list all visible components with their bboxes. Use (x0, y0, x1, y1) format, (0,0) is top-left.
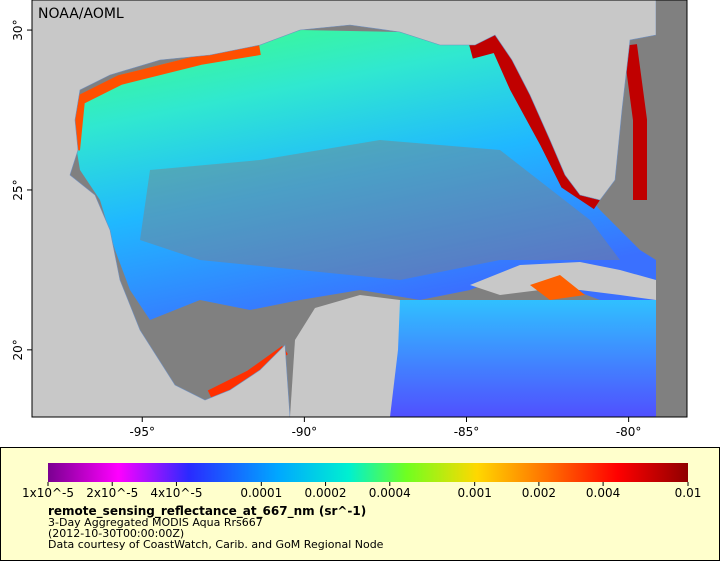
colorbar-tick-label: 4x10^-5 (150, 486, 202, 500)
coastal-band (623, 44, 647, 200)
caption-line: Data courtesy of CoastWatch, Carib. and … (48, 538, 384, 551)
colorbar-tick-label: 0.002 (522, 486, 556, 500)
carib-data (390, 300, 656, 417)
coastal-band (70, 45, 261, 151)
gulf-data (70, 30, 656, 320)
land (32, 0, 657, 417)
colorbar (48, 463, 688, 482)
y-tick-label: 30° (11, 19, 25, 40)
cloud-gap (140, 140, 620, 280)
colorbar-tick-label: 0.004 (586, 486, 620, 500)
map-frame (31, 0, 688, 418)
caption-line: (2012-10-30T00:00:00Z) (48, 527, 184, 540)
coastal-band (530, 275, 585, 300)
colorbar-tick-label: 0.01 (675, 486, 702, 500)
x-tick-label: -80° (616, 425, 642, 439)
map: NOAA/AOML (32, 0, 687, 417)
colorbar-tick-label: 0.001 (457, 486, 491, 500)
colorbar-tick-label: 0.0004 (369, 486, 411, 500)
x-tick-label: -90° (292, 425, 318, 439)
y-tick-label: 25° (11, 179, 25, 200)
x-tick-label: -95° (129, 425, 155, 439)
colorbar-tick-label: 0.0001 (240, 486, 282, 500)
caption-line: 3-Day Aggregated MODIS Aqua Rrs667 (48, 516, 263, 529)
colorbar-tick-label: 2x10^-5 (86, 486, 138, 500)
y-tick-label: 20° (11, 339, 25, 360)
colorbar-tick-label: 1x10^-5 (22, 486, 74, 500)
right-strip (656, 0, 687, 417)
x-tick-label: -85° (454, 425, 480, 439)
colorbar-title: remote_sensing_reflectance_at_667_nm (sr… (48, 504, 366, 519)
colorbar-tick-label: 0.0002 (305, 486, 347, 500)
land (290, 295, 400, 417)
credit: NOAA/AOML (38, 6, 124, 22)
